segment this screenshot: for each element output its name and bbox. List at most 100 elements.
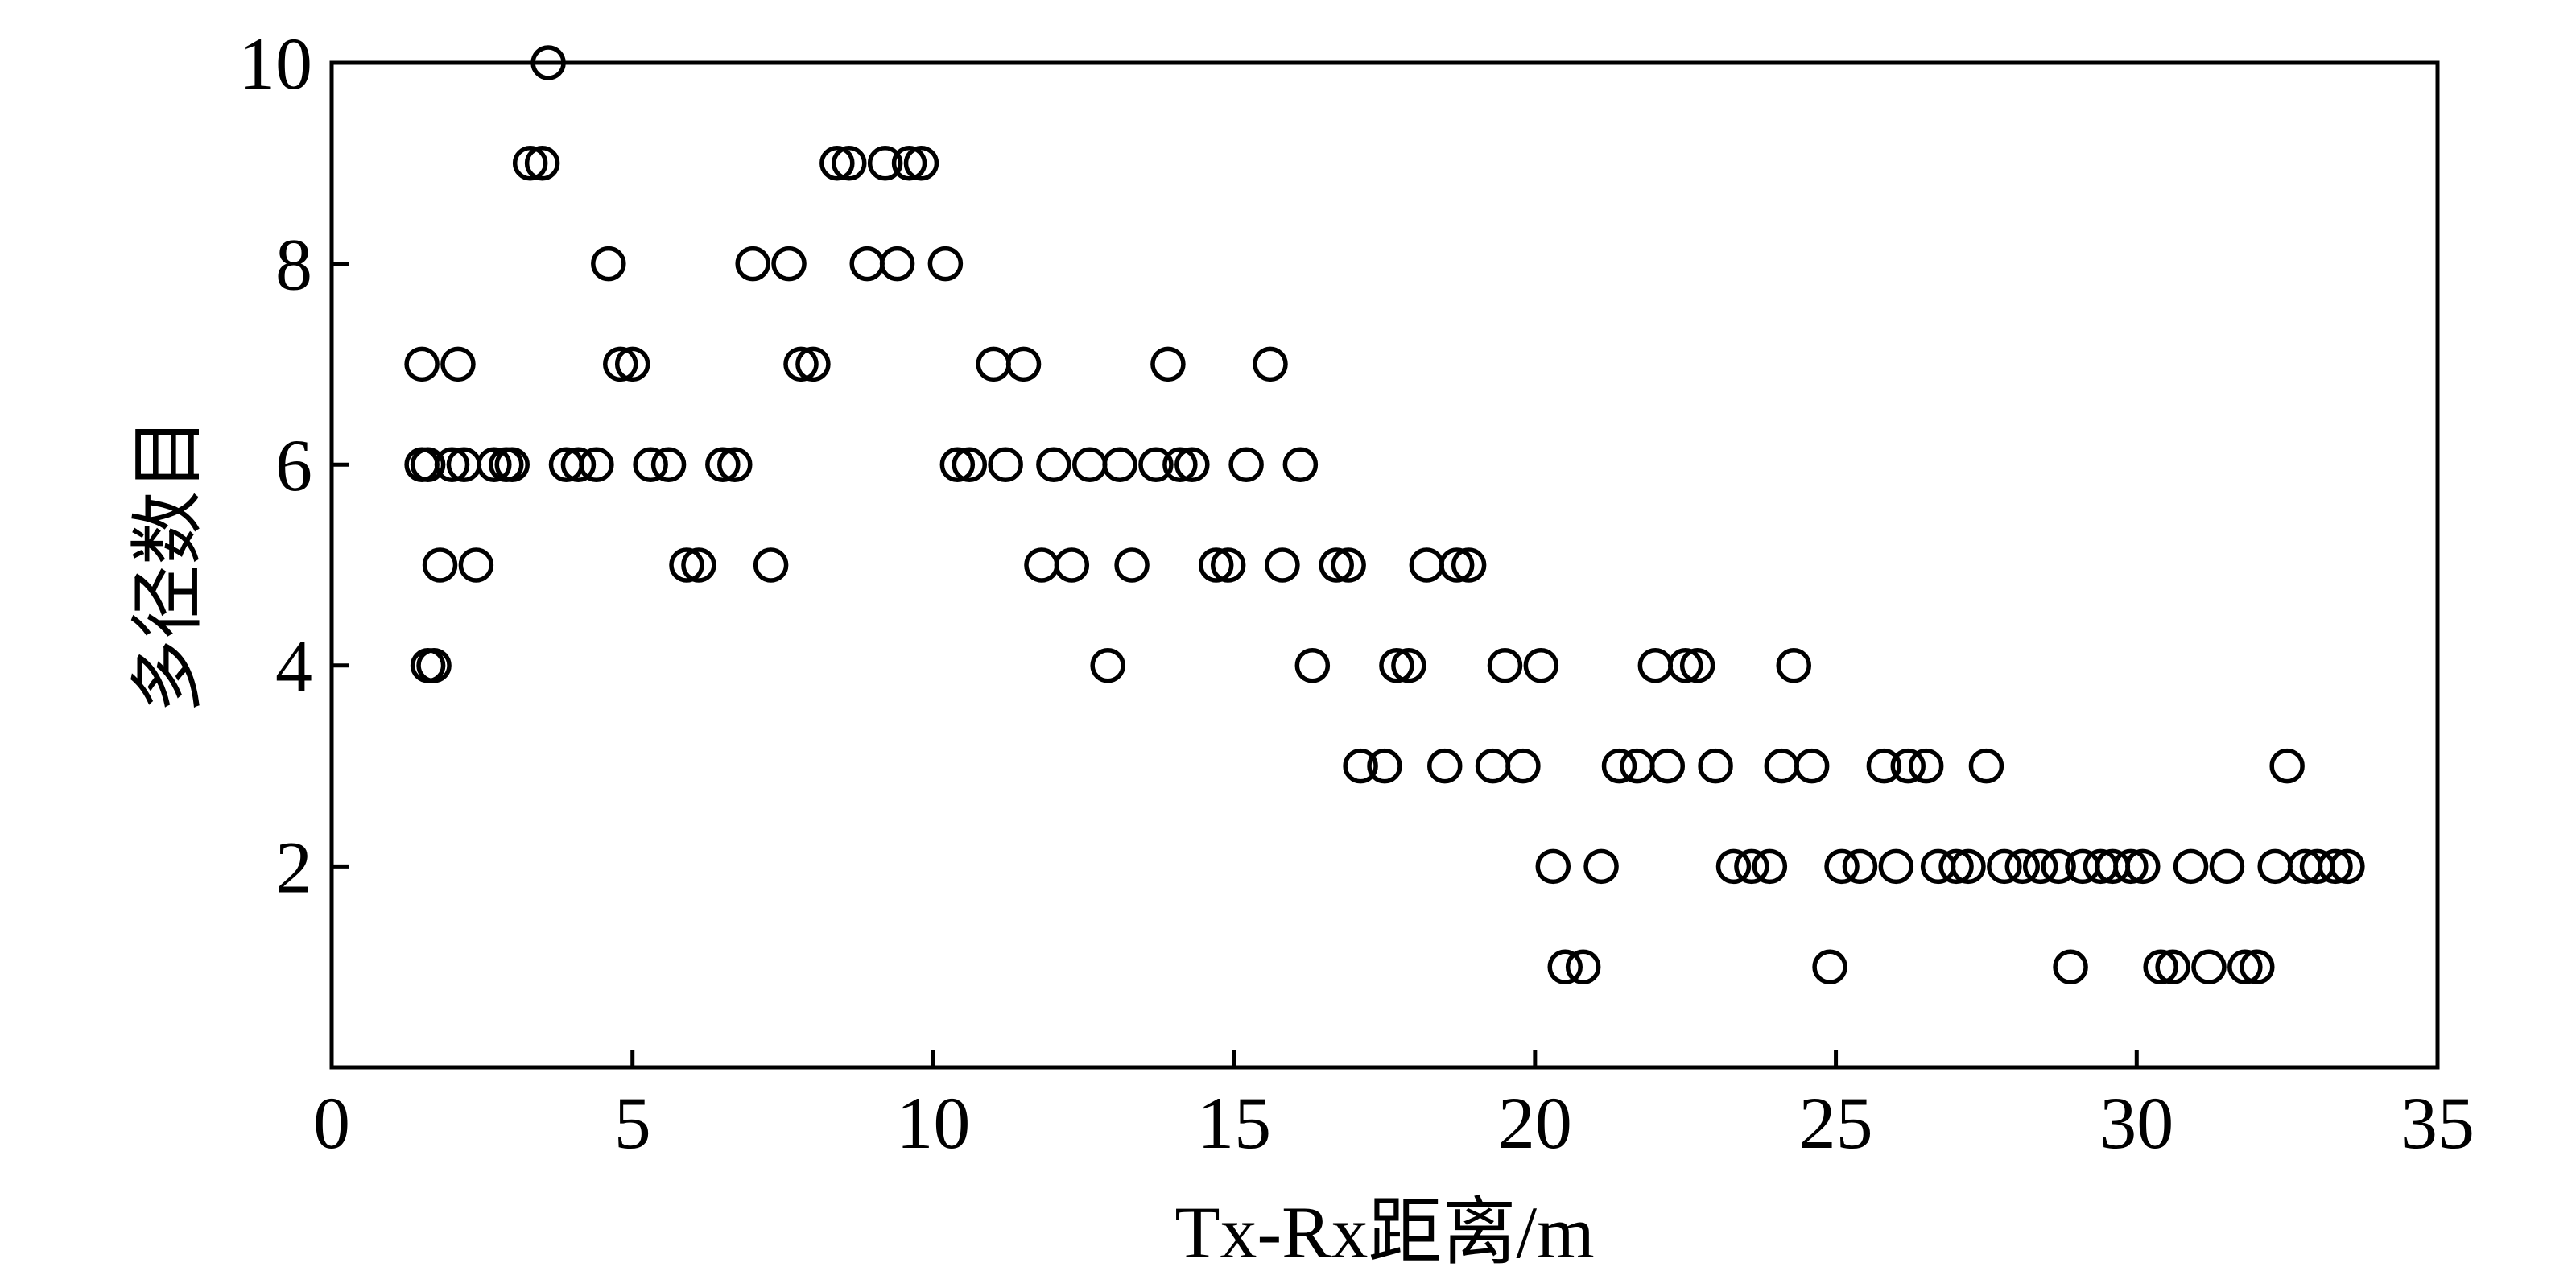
data-point [1102, 447, 1137, 482]
data-point [416, 648, 452, 683]
data-point [717, 447, 753, 482]
data-point [1210, 547, 1246, 583]
data-point [530, 45, 566, 80]
data-point [1764, 748, 1800, 784]
data-point [579, 447, 614, 482]
x-tick-label: 20 [1498, 1082, 1572, 1164]
data-point [434, 447, 470, 482]
x-tick-label: 25 [1799, 1082, 1873, 1164]
data-point [1024, 547, 1059, 583]
axis-ticks [329, 60, 2440, 1067]
data-point [939, 447, 976, 482]
data-point [1878, 848, 1914, 885]
data-point [1890, 748, 1926, 784]
data-point [867, 146, 903, 181]
data-point [2191, 949, 2227, 984]
data-point [1505, 748, 1541, 784]
data-point [603, 346, 638, 382]
data-point [753, 547, 789, 583]
data-point [1090, 648, 1125, 683]
data-point [1620, 748, 1655, 784]
data-point [1812, 949, 1847, 984]
data-point [477, 447, 512, 482]
data-point [681, 547, 716, 583]
data-point [927, 246, 964, 282]
axis-tick-labels: 0 5 10 15 20 25 30 35 2 4 6 8 10 [238, 23, 2475, 1164]
data-point [1908, 748, 1944, 784]
data-point [1319, 547, 1354, 583]
data-point [614, 346, 650, 382]
data-point [1752, 848, 1788, 885]
data-point [1174, 447, 1210, 482]
data-point [1409, 547, 1445, 583]
x-tick-label: 30 [2099, 1082, 2174, 1164]
y-tick-label: 10 [238, 23, 312, 105]
data-point [891, 146, 927, 181]
data-point [2227, 949, 2263, 984]
data-point [2240, 949, 2275, 984]
data-point [1968, 748, 2004, 784]
data-point [1391, 648, 1426, 683]
data-point [1679, 648, 1715, 683]
data-point [494, 447, 530, 482]
y-axis-title: 多径数目 [127, 417, 209, 713]
data-point [735, 246, 770, 282]
data-point [1794, 748, 1830, 784]
data-point [705, 447, 741, 482]
data-point [1920, 848, 1956, 885]
data-point [903, 146, 939, 181]
x-tick-label: 15 [1197, 1082, 1271, 1164]
data-point [1547, 949, 1583, 984]
data-point [1451, 547, 1487, 583]
data-point [832, 146, 867, 181]
data-point [2269, 748, 2305, 784]
data-point [1198, 547, 1234, 583]
data-point [2330, 848, 2365, 885]
data-point [1150, 346, 1186, 382]
data-point [1565, 949, 1601, 984]
data-point [976, 346, 1011, 382]
y-tick-label: 2 [275, 826, 312, 908]
data-point [591, 246, 626, 282]
y-tick-label: 6 [275, 424, 312, 506]
data-point [422, 547, 458, 583]
data-point [1583, 848, 1619, 885]
data-point [1938, 848, 1974, 885]
data-point [2004, 848, 2041, 885]
data-point [1667, 648, 1703, 683]
data-point [2113, 848, 2149, 885]
data-point [1439, 547, 1475, 583]
x-tick-label: 5 [614, 1082, 651, 1164]
plot-frame [329, 60, 2440, 1070]
data-point [1005, 346, 1042, 382]
data-point [795, 346, 831, 382]
x-tick-label: 0 [313, 1082, 350, 1164]
data-point [2155, 949, 2190, 984]
data-point [1842, 848, 1878, 885]
data-point [2173, 848, 2209, 885]
data-point [1343, 748, 1378, 784]
data-point [2257, 848, 2293, 885]
data-point [524, 146, 560, 181]
data-point [1426, 748, 1463, 784]
data-point [669, 547, 704, 583]
data-point [849, 246, 885, 282]
data-point [1138, 447, 1174, 482]
data-point [2318, 848, 2353, 885]
data-point [1824, 848, 1860, 885]
data-point [1987, 848, 2022, 885]
x-tick-label: 10 [896, 1082, 970, 1164]
data-point [2209, 848, 2245, 885]
data-point [2053, 949, 2088, 984]
y-tick-label: 8 [275, 224, 312, 306]
data-point [783, 346, 819, 382]
data-point [2143, 949, 2178, 984]
data-point [952, 447, 988, 482]
data-point [560, 447, 597, 482]
data-point [1162, 447, 1198, 482]
data-point [1282, 447, 1319, 482]
data-point [1715, 848, 1752, 885]
data-point [1054, 547, 1090, 583]
data-point [1036, 447, 1071, 482]
